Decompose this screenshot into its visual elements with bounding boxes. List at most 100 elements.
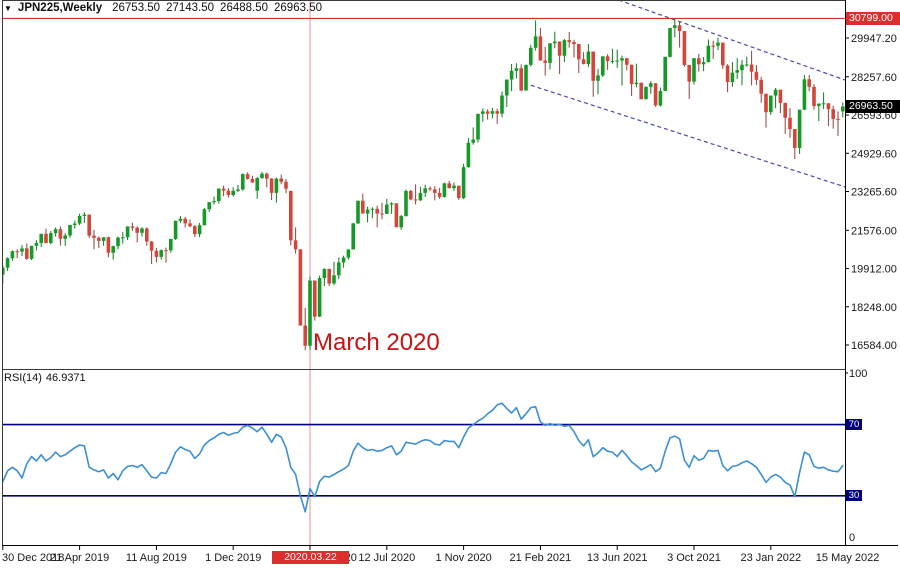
candle-down [759, 79, 763, 94]
candle-down [188, 223, 192, 227]
candle-down [221, 188, 226, 191]
candle-down [250, 178, 255, 183]
candle-down [793, 129, 797, 148]
candle-down [831, 109, 835, 119]
candle-up [20, 248, 24, 252]
candle-down [826, 103, 831, 110]
candle-up [817, 103, 821, 107]
candle-down [457, 185, 461, 199]
candle-down [605, 56, 610, 62]
candle-down [313, 280, 317, 317]
candle-down [783, 102, 787, 118]
candle-up [505, 79, 509, 96]
rsi-layer [3, 402, 845, 513]
candle-down [193, 226, 197, 235]
candle-up [39, 233, 43, 243]
candle-up [615, 60, 619, 62]
candle-up [481, 111, 485, 114]
candle-up [341, 257, 346, 263]
candle-down [567, 40, 571, 43]
candle-up [692, 58, 696, 82]
rsi-upper-level-tag: 70 [846, 419, 862, 430]
candle-down [226, 190, 231, 196]
candle-up [548, 43, 552, 63]
candle-down [413, 199, 418, 201]
candle-up [351, 223, 355, 250]
candle-down [629, 64, 634, 85]
ohlc-low: 26488.50 [220, 2, 269, 14]
candle-up [745, 64, 749, 66]
candle-up [514, 68, 519, 71]
price-axis-label: 24929.60 [851, 148, 897, 160]
candle-down [711, 45, 715, 47]
candle-down [409, 190, 413, 200]
candle-down [183, 218, 187, 224]
date-axis-label: 1 Dec 2019 [205, 552, 261, 564]
candle-up [322, 268, 327, 279]
candle-up [524, 64, 528, 91]
candle-down [44, 233, 48, 243]
candle-up [10, 251, 15, 259]
date-axis-label: 1 Nov 2020 [435, 552, 491, 564]
rsi-line [3, 402, 844, 513]
candle-up [404, 190, 408, 217]
candle-down [836, 118, 840, 120]
candle-down [92, 235, 96, 238]
candle-down [764, 93, 768, 113]
candle-up [236, 189, 240, 191]
candle-up [159, 250, 163, 257]
candle-up [802, 79, 807, 110]
candle-up [260, 173, 264, 179]
candle-up [586, 51, 591, 65]
candle-up [241, 174, 245, 190]
current-price-tag: 26963.50 [846, 100, 900, 113]
candle-up [735, 70, 739, 73]
candle-up [101, 237, 106, 241]
candle-down [245, 174, 250, 179]
candle-down [557, 41, 562, 56]
candle-down [289, 190, 293, 241]
candle-down [754, 71, 759, 80]
candle-down [279, 178, 283, 182]
candle-down [437, 192, 442, 197]
marked-date-tag: 2020.03.22 00:00 [272, 551, 349, 569]
candle-down [538, 36, 543, 61]
candle-up [601, 56, 605, 76]
candle-down [543, 60, 547, 63]
candle-up [773, 89, 778, 96]
candle-up [476, 113, 480, 140]
date-axis-label: 30 Dec 2018 [2, 552, 64, 564]
candle-up [706, 45, 711, 63]
candle-down [361, 200, 365, 214]
price-axis-label: 29947.20 [851, 33, 897, 45]
candle-down [394, 203, 399, 228]
candle-up [389, 203, 394, 205]
candle-up [821, 103, 826, 105]
candle-up [562, 40, 567, 56]
candle-down [625, 58, 629, 65]
candle-down [807, 79, 811, 87]
candle-up [82, 214, 87, 216]
candle-up [356, 200, 360, 224]
date-axis-label: 15 May 2022 [816, 552, 880, 564]
candle-down [687, 65, 691, 82]
candle-down [433, 189, 437, 193]
rsi-indicator-label: RSI(14) 46.9371 [4, 372, 90, 384]
resistance-price-tag: 30799.00 [846, 12, 900, 25]
candle-down [97, 237, 101, 241]
candle-down [265, 173, 269, 179]
date-axis-label: 11 Aug 2019 [126, 552, 187, 564]
price-axis-label: 18248.00 [851, 302, 897, 314]
candle-down [495, 111, 499, 114]
channel-layer [530, 1, 845, 188]
candle-up [509, 70, 514, 80]
candle-down [327, 268, 331, 284]
candle-down [519, 68, 523, 91]
candle-down [591, 51, 595, 81]
candle-up [399, 216, 403, 228]
candle-down [788, 117, 792, 130]
ohlc-close: 26963.50 [274, 2, 322, 14]
candle-up [471, 139, 475, 143]
symbol-dropdown-icon[interactable]: ▼ [4, 3, 12, 13]
